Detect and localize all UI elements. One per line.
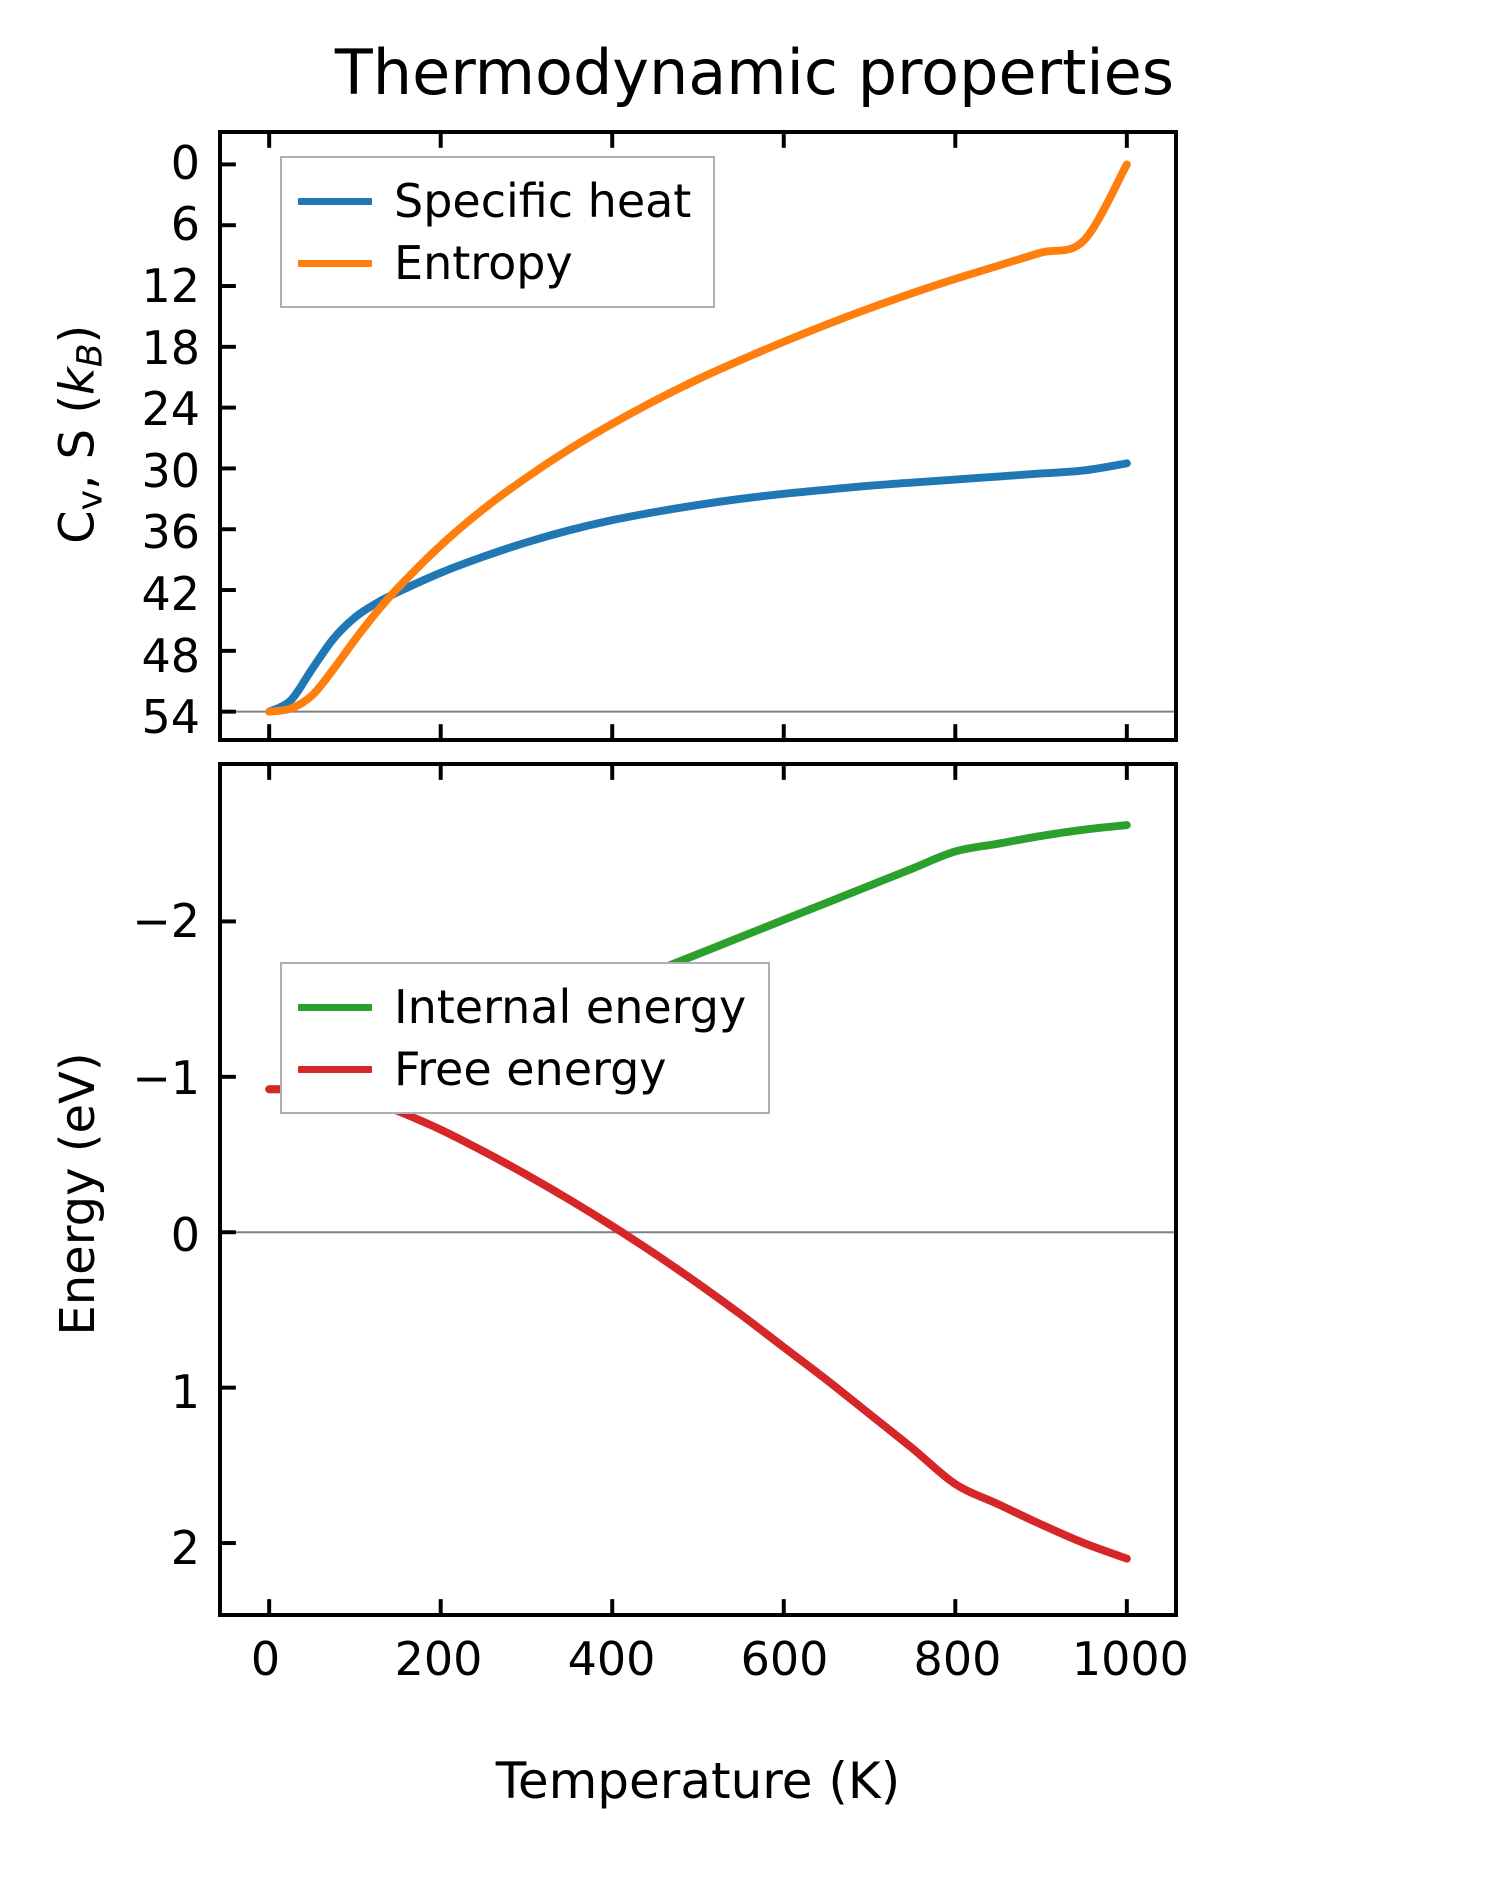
y-tick-label: 54	[141, 690, 200, 745]
top-yaxis-label: Cv, S (kB)	[50, 204, 111, 664]
x-tick-label: 400	[567, 1632, 656, 1686]
legend-swatch-entropy	[298, 259, 372, 267]
series-line-free-energy	[265, 1085, 1131, 1563]
bottom-yaxis-label: Energy (eV)	[50, 1052, 106, 1336]
legend-label-specific-heat: Specific heat	[394, 174, 692, 228]
top-plot-svg	[222, 134, 1174, 738]
x-tick-label: 0	[250, 1632, 281, 1686]
y-tick-label: 30	[141, 443, 200, 498]
y-tick-label: 6	[170, 197, 200, 252]
x-tick-label: 1000	[1071, 1632, 1189, 1686]
x-tick-label: 600	[740, 1632, 829, 1686]
y-tick-label: 18	[141, 320, 200, 375]
y-tick-label: 12	[141, 259, 200, 314]
y-tick-label: 1	[170, 1364, 200, 1419]
y-tick-label: 36	[141, 505, 200, 560]
bottom-ytick-labels: 2 1 0 −1 −2	[40, 762, 200, 1617]
legend-swatch-free-energy	[298, 1065, 372, 1073]
page-title: Thermodynamic properties	[334, 36, 1175, 109]
legend-label-internal-energy: Internal energy	[394, 980, 747, 1034]
legend-swatch-specific-heat	[298, 197, 372, 205]
y-tick-label: 0	[170, 135, 200, 190]
legend-item-entropy: Entropy	[298, 232, 691, 294]
legend-label-free-energy: Free energy	[394, 1042, 667, 1096]
y-tick-label: 42	[141, 567, 200, 622]
chart-panel-bottom	[218, 762, 1178, 1617]
bottom-legend: Internal energy Free energy	[280, 962, 771, 1114]
legend-swatch-internal-energy	[298, 1003, 372, 1011]
top-yaxis-label-text: Cv, S (kB)	[49, 324, 111, 544]
top-ytick-labels: 54 48 42 36 30 24 18 12 6 0	[40, 130, 200, 745]
y-tick-label: 48	[141, 628, 200, 683]
x-tick-label: 800	[913, 1632, 1002, 1686]
bottom-plot-svg	[222, 766, 1174, 1613]
series-line-entropy	[265, 160, 1131, 716]
xaxis-label: Temperature (K)	[495, 1752, 901, 1810]
legend-item-specific-heat: Specific heat	[298, 170, 691, 232]
y-tick-label: 24	[141, 382, 200, 437]
xtick-labels: 0 200 400 600 800 1000	[218, 1632, 1189, 1692]
legend-label-entropy: Entropy	[394, 236, 573, 290]
top-legend: Specific heat Entropy	[280, 156, 716, 308]
series-line-specific-heat	[265, 459, 1131, 716]
y-tick-label: −2	[132, 893, 200, 948]
legend-item-internal-energy: Internal energy	[298, 976, 746, 1038]
y-tick-label: 0	[170, 1207, 200, 1262]
legend-item-free-energy: Free energy	[298, 1038, 746, 1100]
x-tick-label: 200	[394, 1632, 483, 1686]
y-tick-label: 2	[170, 1521, 200, 1576]
y-tick-label: −1	[132, 1050, 200, 1105]
